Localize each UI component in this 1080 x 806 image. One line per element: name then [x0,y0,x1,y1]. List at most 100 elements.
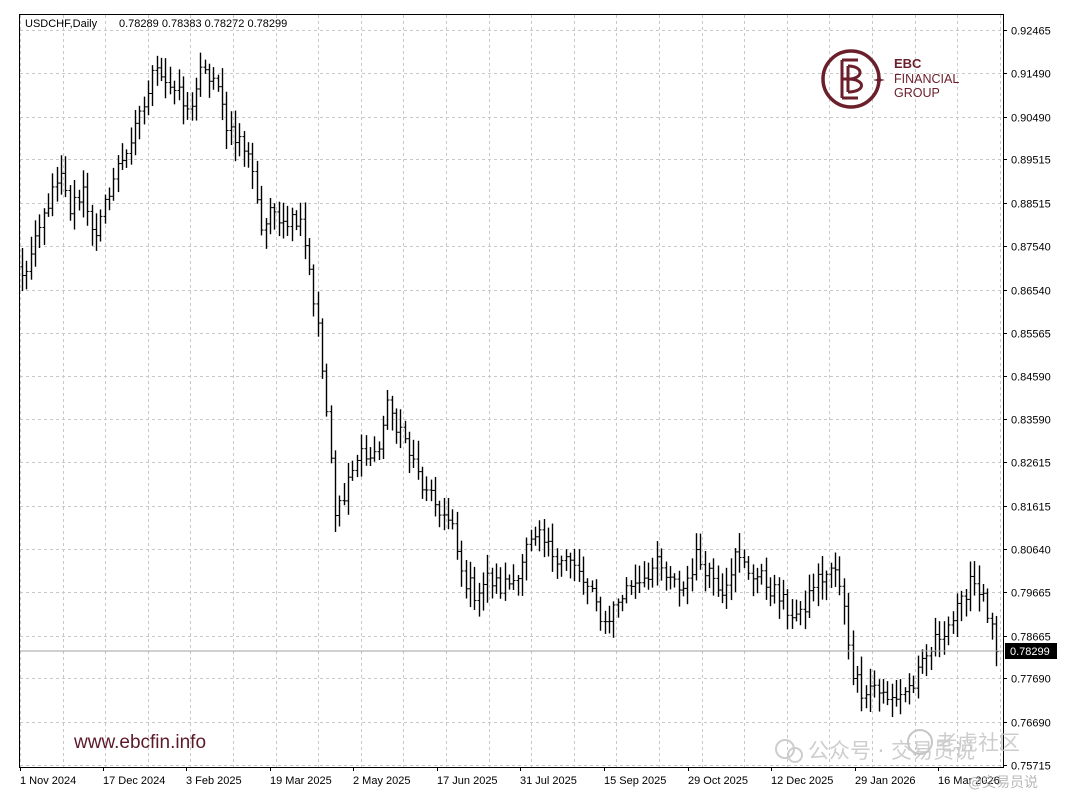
ohlc-bar [603,610,608,634]
ohlc-bar [177,69,182,101]
y-tick-label: 0.90490 [1011,113,1051,125]
ohlc-bar [903,687,908,703]
ohlc-bar [190,92,195,121]
ohlc-bar [298,202,303,237]
ohlc-bar [964,588,969,617]
ohlc-bar [42,208,47,245]
ohlc-bar [103,194,108,224]
ohlc-bar [259,185,264,236]
ohlc-bar [972,561,977,596]
ohlc-bar [890,683,895,718]
ohlc-bar [829,562,834,588]
ohlc-bar [737,533,742,573]
ohlc-bar [590,580,595,593]
ohlc-bar [442,497,447,531]
ohlc-bar [290,207,295,242]
ohlc-bar [520,554,525,596]
ohlc-bar [146,80,151,116]
ohlc-bar [511,564,516,590]
y-tick-label: 0.84590 [1011,372,1051,384]
ohlc-bar [768,577,773,607]
ohlc-bar [546,527,551,557]
ohlc-bar [894,679,899,707]
ohlc-bar [542,519,547,558]
ohlc-bar [337,495,342,527]
ohlc-bar [646,562,651,590]
ohlc-bars [20,52,999,718]
ohlc-bar [624,577,629,604]
ohlc-bar [150,65,155,107]
ohlc-bar [503,562,508,601]
ohlc-bar [398,409,403,449]
ohlc-bar [329,405,334,464]
y-tick-label: 0.81615 [1011,502,1051,514]
ohlc-bar [642,561,647,588]
ohlc-bar [281,202,286,239]
ohlc-bar [898,679,903,715]
ohlc-bar [255,160,260,204]
ohlc-bar [433,476,438,517]
ohlc-bar [481,572,486,611]
ohlc-bar [233,110,238,162]
watermark-overlay: 公众号 · 交易员说 老虎社区 @交易员说 [775,729,1038,791]
ohlc-bar [594,579,599,612]
ohlc-bar [685,565,690,605]
chart-symbol-label: USDCHF,Daily [25,18,98,30]
y-tick-label: 0.80640 [1011,545,1051,557]
ohlc-bar [746,556,751,580]
ohlc-bar [855,665,860,693]
ohlc-bar [81,170,86,218]
x-axis: 1 Nov 2024 17 Dec 2024 3 Feb 2025 19 Mar 20… [20,767,1000,787]
ebc-logo-line1: EBC [894,56,922,71]
ohlc-bar [707,562,712,588]
ohlc-bar [803,590,808,630]
ohlc-bar [194,77,199,121]
ohlc-bar [872,670,877,698]
ohlc-bar [885,681,890,706]
ebc-logo-line3: GROUP [894,86,940,100]
ohlc-bar [168,66,173,95]
x-tick-label: 17 Jun 2025 [437,775,498,787]
ohlc-bar [877,679,882,712]
ohlc-bar [498,567,503,599]
ohlc-bar [959,590,964,622]
ohlc-bar [777,577,782,619]
ohlc-bar [403,420,408,444]
ohlc-bar [598,596,603,631]
ohlc-bar [494,563,499,594]
ohlc-bar [607,605,612,634]
ohlc-bar [333,450,338,532]
ohlc-bar [377,441,382,461]
ohlc-bar [216,74,221,92]
ohlc-bar [790,599,795,629]
ohlc-bar [742,549,747,569]
ohlc-bar [664,561,669,591]
y-tick-label: 0.86540 [1011,286,1051,298]
ohlc-bar [698,533,703,570]
y-tick-label: 0.77690 [1011,674,1051,686]
ohlc-bar [59,155,64,195]
ohlc-bar [581,556,586,595]
ohlc-bar [690,558,695,592]
y-tick-label: 0.82615 [1011,458,1051,470]
x-tick-label: 15 Sep 2025 [604,775,666,787]
ohlc-bar [951,611,956,634]
ohlc-bar [390,395,395,431]
plot-area-border [19,14,1004,768]
ohlc-bar [133,110,138,156]
ohlc-bar [311,264,316,317]
wechat-icon-inner [787,747,803,763]
y-tick-label: 0.78665 [1011,632,1051,644]
ohlc-bar [529,529,534,552]
ohlc-bar [611,601,616,638]
ohlc-bar [681,581,686,597]
current-price-label: 0.78299 [1010,646,1050,658]
tiger-icon [907,729,933,755]
y-tick-label: 0.79665 [1011,588,1051,600]
website-link[interactable]: www.ebcfin.info [73,732,206,753]
ohlc-bar [155,55,160,86]
ohlc-bar [324,363,329,417]
ohlc-bar [516,575,521,596]
ohlc-bar [994,615,999,667]
ohlc-bar [464,560,469,599]
